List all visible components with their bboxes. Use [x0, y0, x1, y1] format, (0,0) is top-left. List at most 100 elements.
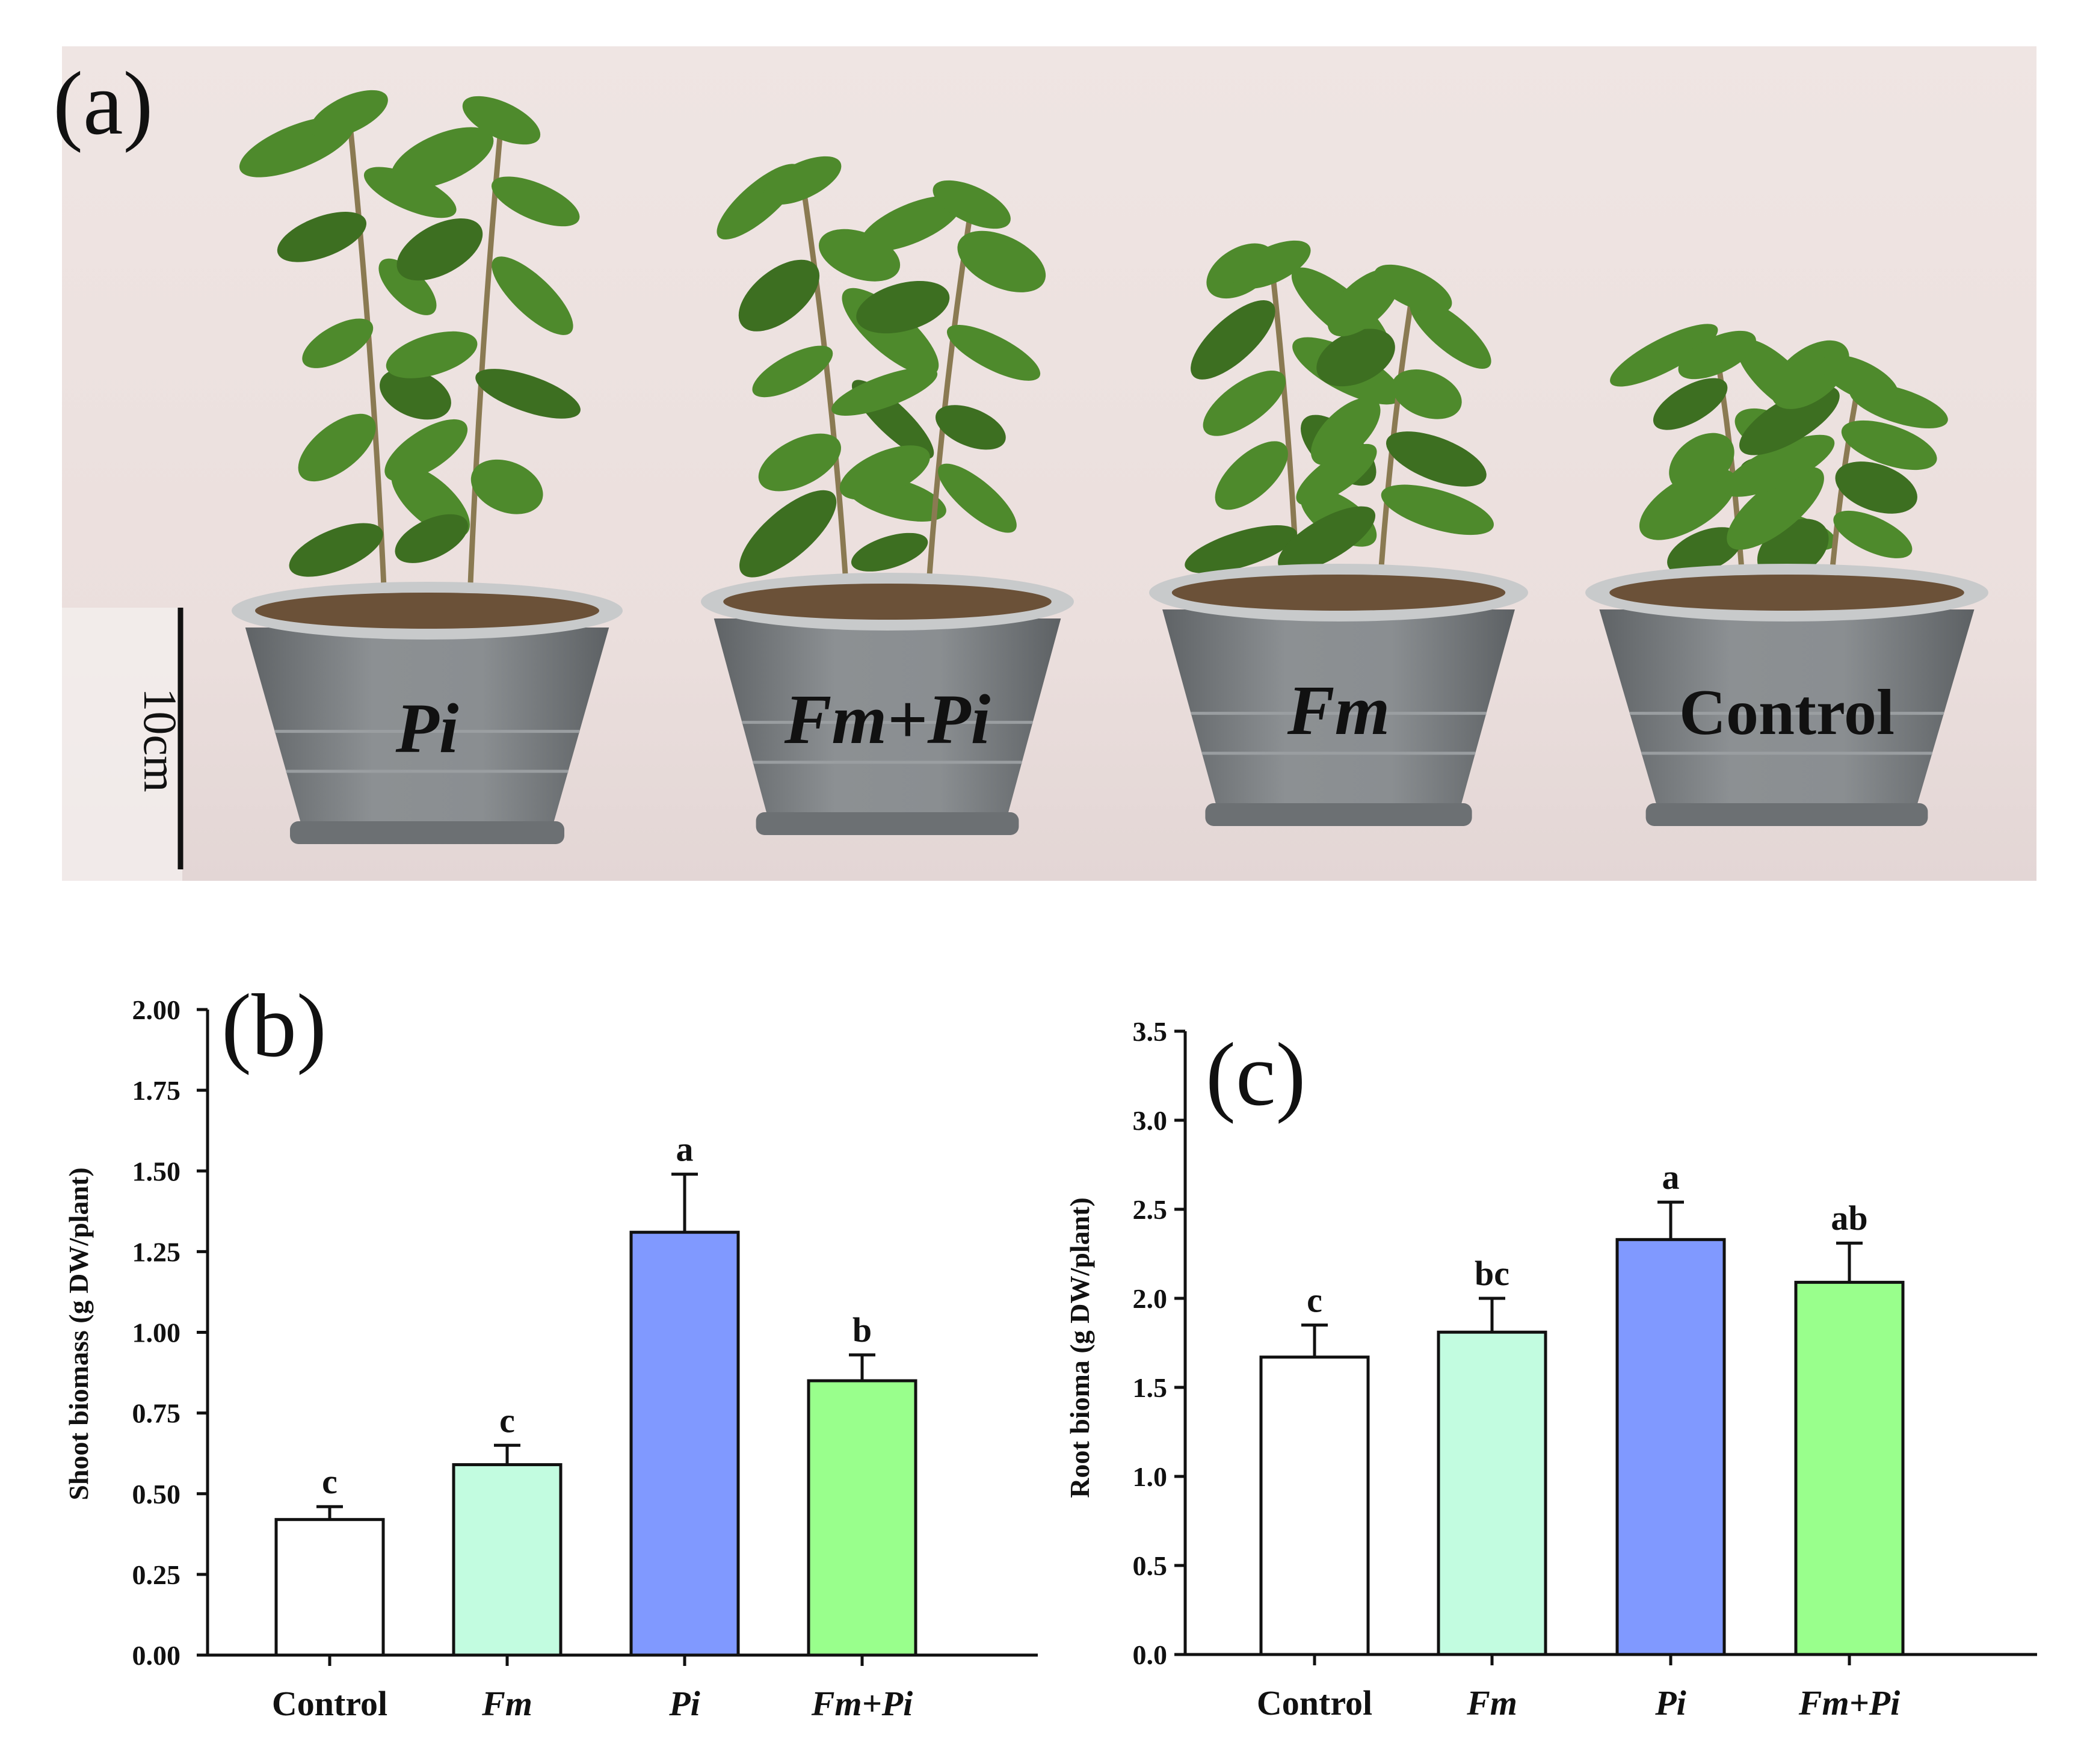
plant-leaf: [1316, 328, 1395, 387]
plant-leaf: [1278, 506, 1376, 572]
plant-leaf: [1639, 468, 1737, 540]
pot-body: [1599, 609, 1975, 809]
x-tick-label: Pi: [668, 1684, 700, 1723]
panel-c-label: (c): [1206, 1025, 1306, 1124]
plant-leaf: [1392, 369, 1462, 419]
plant-leaf: [1296, 443, 1377, 505]
plant-leaf: [470, 459, 543, 514]
scale-bar-label: 10cm: [134, 688, 187, 792]
pot-saucer: [756, 812, 1019, 835]
plant-leaf: [860, 196, 961, 252]
plant-leaf: [946, 324, 1041, 381]
y-tick-label: 1.5: [1133, 1372, 1168, 1403]
y-tick-label: 1.0: [1133, 1461, 1168, 1492]
y-tick-label: 1.75: [132, 1075, 181, 1106]
plant-leaf: [938, 463, 1017, 533]
pot-label: Pi: [395, 689, 459, 768]
plant-leaf: [395, 514, 469, 563]
pot-soil: [255, 593, 599, 629]
plant-leaf: [935, 405, 1006, 450]
plant-leaf: [289, 523, 383, 577]
bar-pi: [1615, 1238, 1726, 1656]
plant-leaf: [1410, 298, 1491, 369]
plant-leaf: [839, 445, 930, 500]
x-tick-label: Pi: [1654, 1683, 1686, 1722]
plant-leaf: [396, 218, 483, 281]
y-tick-label: 0.50: [132, 1479, 181, 1510]
y-tick-label: 3.0: [1133, 1105, 1168, 1136]
significance-letter: c: [1307, 1280, 1322, 1319]
panel-b-ylabel: Shoot biomass (g DW/plant): [63, 1167, 94, 1500]
y-tick-label: 1.25: [132, 1236, 181, 1267]
plant-leaf: [298, 413, 376, 482]
x-tick-label: Fm+Pi: [811, 1684, 913, 1723]
plant-leaf: [1739, 386, 1840, 455]
plant-leaf: [933, 180, 1011, 229]
y-tick-label: 2.0: [1133, 1283, 1168, 1314]
y-tick-label: 1.50: [132, 1156, 181, 1186]
plant-leaf: [1667, 527, 1742, 575]
panel-b-label: (b): [221, 976, 327, 1076]
bar-pi: [629, 1230, 740, 1657]
plant-leaf: [763, 156, 842, 205]
significance-letter: c: [322, 1462, 338, 1501]
plant-leaf: [1381, 484, 1494, 535]
pot-3: Fm: [1149, 564, 1528, 826]
plant-leaf: [475, 369, 581, 419]
x-tick-label: Control: [1257, 1683, 1372, 1722]
plant-leaf: [739, 490, 837, 578]
plant-leaf: [363, 167, 457, 218]
plant-leaf: [1835, 461, 1917, 514]
plant-leaf: [1215, 441, 1288, 510]
plant-leaf: [1386, 431, 1487, 487]
pot-saucer: [1645, 803, 1928, 826]
plant-leaf: [1678, 330, 1756, 380]
plant-leaf: [758, 433, 841, 492]
plant-leaf: [1610, 324, 1718, 387]
pot-saucer: [1205, 803, 1472, 826]
pot-body: [1162, 609, 1515, 809]
bar-control: [1259, 1355, 1370, 1656]
pot-soil: [723, 584, 1052, 620]
plant-leaf: [957, 230, 1046, 292]
y-tick-label: 0.0: [1133, 1639, 1168, 1670]
plant-leaf: [1841, 420, 1937, 470]
significance-letter: bc: [1475, 1254, 1509, 1293]
plant-leaf: [851, 532, 928, 572]
significance-letter: b: [852, 1310, 872, 1349]
plant-4: [1610, 324, 1948, 593]
x-tick-label: Fm: [1466, 1683, 1517, 1722]
pot-label: Fm: [1287, 671, 1390, 750]
significance-letter: c: [499, 1401, 515, 1440]
y-tick-label: 1.00: [132, 1318, 181, 1348]
panel-c-root-chart: (c) Root bioma (g DW/plant) 0.0 0.5 1.0 1.5…: [1064, 1016, 2037, 1722]
plant-leaf: [1669, 433, 1734, 492]
plant-leaf: [856, 280, 950, 334]
plant-stem: [800, 180, 850, 602]
plant-leaf: [310, 90, 388, 139]
plant-leaf: [1833, 510, 1913, 558]
panel-c-ylabel: Root bioma (g DW/plant): [1064, 1197, 1095, 1498]
plant-leaf: [491, 176, 580, 227]
plant-2: [717, 156, 1046, 602]
panel-a-label: (a): [53, 54, 153, 153]
pot-soil: [1171, 575, 1506, 611]
plant-leaf: [386, 331, 478, 378]
plant-leaf: [1310, 397, 1381, 466]
plant-leaf: [1727, 467, 1824, 550]
panel-a-photo: Pi Fm+Pi Fm Control 10cm (a): [53, 46, 2036, 881]
plant-leaf: [462, 96, 541, 145]
scale-bar-backdrop: [62, 608, 182, 881]
plant-leaf: [1723, 434, 1835, 497]
pots-layer: Pi Fm+Pi Fm Control: [232, 564, 1988, 844]
y-tick-label: 0.75: [132, 1398, 181, 1429]
y-tick-label: 0.00: [132, 1640, 181, 1671]
plant-leaf: [1653, 378, 1728, 430]
y-tick-label: 3.5: [1133, 1016, 1168, 1047]
plant-1: [239, 90, 581, 611]
plant-leaf: [752, 345, 833, 398]
y-tick-label: 0.25: [132, 1559, 181, 1590]
plant-leaf: [378, 258, 437, 315]
bar-control: [274, 1518, 385, 1657]
